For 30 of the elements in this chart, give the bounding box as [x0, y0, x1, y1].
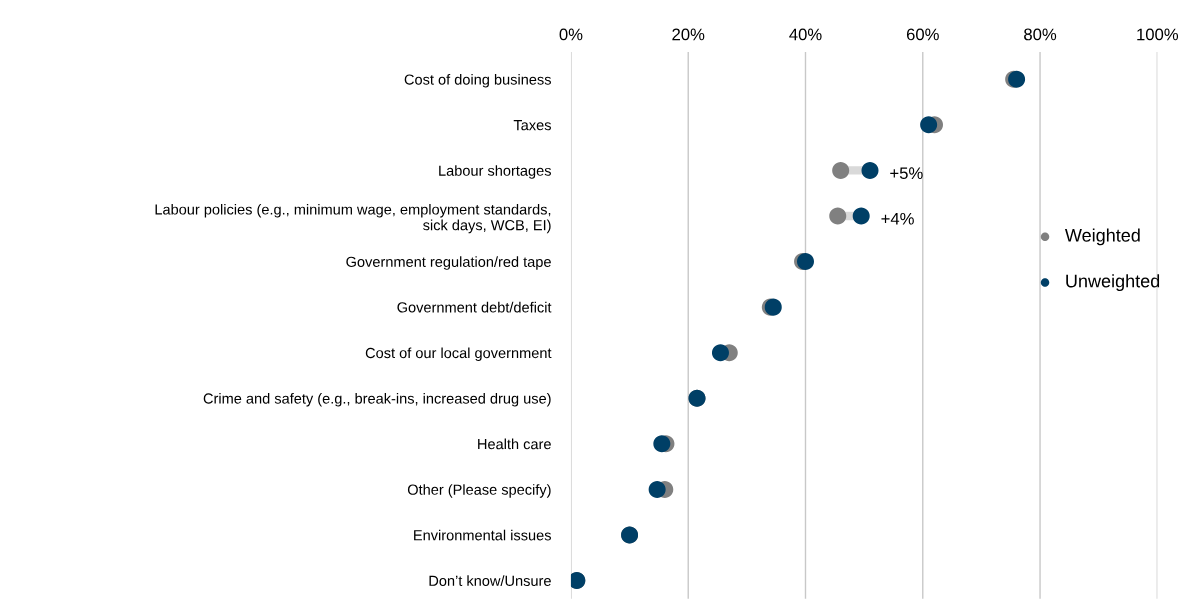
- point: [829, 207, 847, 225]
- y-tick-label: Environmental issues: [414, 529, 551, 541]
- point: [648, 480, 666, 498]
- point: [861, 161, 879, 179]
- point: [653, 435, 671, 453]
- y-tick-label: Taxes: [513, 120, 551, 131]
- x-tick-label: 100%: [1137, 28, 1179, 41]
- x-tick-label: 0%: [559, 28, 583, 41]
- point: [832, 161, 850, 179]
- y-tick-label: Cost of our local government: [365, 347, 552, 362]
- annotation: +5%: [890, 167, 923, 180]
- y-tick-label: Don’t know/Unsure: [429, 575, 551, 586]
- point: [920, 116, 938, 134]
- y-tick-label: Labour policies (e.g., minimum wage, employment standards, sick days, WCB, EI): [155, 203, 551, 234]
- point: [852, 207, 870, 225]
- x-tick-label: 40%: [789, 28, 822, 41]
- y-tick-label: Cost of doing business: [404, 73, 551, 88]
- y-tick-label: Government regulation/red tape: [346, 256, 551, 270]
- x-tick-label: 60%: [906, 28, 939, 41]
- x-tick-label: 20%: [672, 28, 705, 41]
- y-tick-label: Labour shortages: [439, 165, 551, 179]
- y-tick-label: Crime and safety (e.g., break-ins, increased drug use): [203, 392, 551, 407]
- legend-label: Weighted: [1064, 228, 1140, 246]
- x-tick-label: 80%: [1024, 28, 1057, 41]
- legend-label: Unweighted: [1066, 274, 1160, 292]
- point: [711, 344, 729, 362]
- y-tick-label: Health care: [478, 438, 551, 450]
- y-tick-label: Government debt/deficit: [397, 301, 552, 313]
- y-tick-label: Other (Please specify): [407, 484, 551, 498]
- annotation: +4%: [881, 212, 914, 225]
